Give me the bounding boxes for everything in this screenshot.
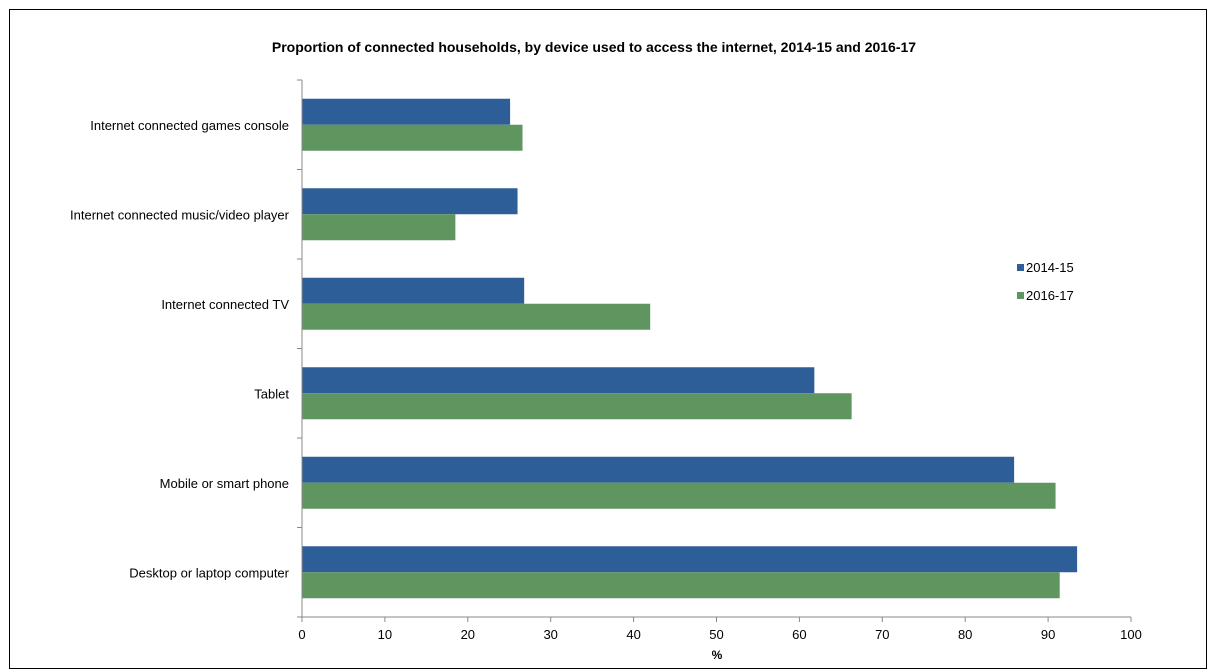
- legend-label-2016-17: 2016-17: [1026, 288, 1074, 303]
- bars-group: [302, 98, 1078, 599]
- legend: 2014-15 2016-17: [1017, 260, 1074, 303]
- x-tick-label: 50: [709, 627, 723, 642]
- x-tick-label: 20: [461, 627, 475, 642]
- x-tick-label: 60: [792, 627, 806, 642]
- bar-2016-17-0: [302, 124, 523, 151]
- bar-2014-15-2: [302, 277, 525, 304]
- bar-2014-15-0: [302, 98, 511, 125]
- x-tick-label: 40: [626, 627, 640, 642]
- x-tick-label: 70: [875, 627, 889, 642]
- x-tick-label: 10: [378, 627, 392, 642]
- category-label: Tablet: [254, 386, 289, 401]
- x-axis-label: %: [712, 648, 723, 662]
- legend-label-2014-15: 2014-15: [1026, 260, 1074, 275]
- category-labels-group: Internet connected games console Internet…: [70, 118, 290, 581]
- category-label: Internet connected TV: [161, 297, 289, 312]
- bar-2016-17-4: [302, 482, 1056, 509]
- bar-2016-17-3: [302, 393, 852, 420]
- category-label: Internet connected music/video player: [70, 207, 290, 222]
- bar-2016-17-2: [302, 303, 651, 330]
- bar-2014-15-3: [302, 367, 815, 394]
- category-label: Internet connected games console: [90, 118, 289, 133]
- bar-2016-17-5: [302, 572, 1060, 599]
- legend-swatch-2014-15: [1017, 264, 1024, 271]
- bar-2014-15-4: [302, 456, 1015, 483]
- x-axis-group: 0 10 20 30 40 50 60 70 80 90 100: [297, 79, 1142, 642]
- category-label: Mobile or smart phone: [160, 476, 289, 491]
- x-tick-label: 100: [1120, 627, 1142, 642]
- legend-swatch-2016-17: [1017, 292, 1024, 299]
- category-label: Desktop or laptop computer: [129, 565, 289, 580]
- bar-2014-15-5: [302, 546, 1078, 573]
- x-tick-label: 80: [958, 627, 972, 642]
- bar-2016-17-1: [302, 214, 456, 241]
- bar-2014-15-1: [302, 188, 518, 215]
- x-tick-label: 90: [1041, 627, 1055, 642]
- x-tick-label: 0: [298, 627, 305, 642]
- x-tick-label: 30: [543, 627, 557, 642]
- chart-title: Proportion of connected households, by d…: [272, 39, 916, 55]
